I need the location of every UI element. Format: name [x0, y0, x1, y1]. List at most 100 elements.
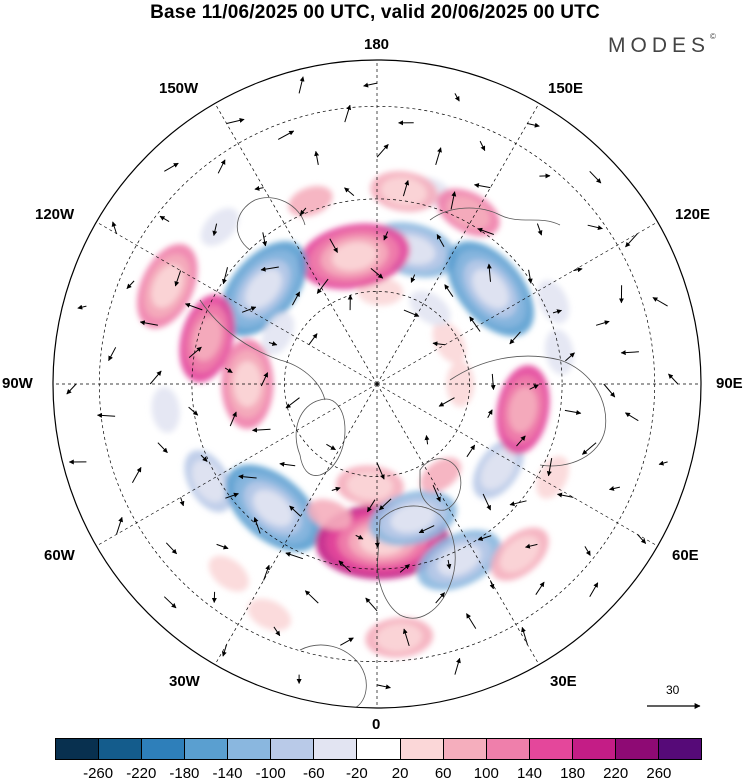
wind-arrow-104 — [383, 231, 389, 241]
wind-arrow-82 — [450, 191, 457, 210]
wind-arrow-71 — [304, 590, 319, 604]
wind-arrow-86 — [262, 232, 268, 247]
anomaly-contour-24-1 — [480, 448, 516, 490]
colorbar-tick-12: 220 — [603, 765, 629, 782]
colorbar-tick-5: -60 — [302, 765, 325, 782]
colorbar-cell-6 — [313, 739, 357, 759]
wind-arrow-72 — [399, 564, 410, 573]
wind-arrow-117 — [490, 373, 496, 391]
wind-arrow-105 — [329, 238, 338, 253]
colorbar-tick-2: -180 — [169, 765, 200, 782]
wind-arrow-40 — [126, 280, 135, 289]
wind-arrow-43 — [131, 466, 142, 484]
wind-arrow-52 — [557, 492, 574, 498]
wind-arrow-32 — [587, 224, 603, 231]
wind-arrow-42 — [97, 412, 116, 418]
lon-label-120w: 120W — [35, 206, 75, 223]
wind-arrow-116 — [487, 409, 493, 419]
brand-name: MODES — [608, 34, 711, 57]
colorbar-tick-6: -20 — [346, 765, 368, 782]
map-title: Base 11/06/2025 00 UTC, valid 20/06/2025… — [150, 2, 600, 23]
wind-arrow-98 — [482, 493, 491, 511]
colorbar-cell-12 — [571, 739, 615, 759]
wind-arrow-24 — [402, 628, 410, 647]
lon-label-150e: 150E — [548, 80, 584, 97]
colorbar-cell-9 — [442, 739, 486, 759]
colorbar-tick-1: -220 — [126, 765, 157, 782]
wind-arrow-127 — [279, 461, 296, 467]
europe-coast — [377, 505, 456, 619]
colorbar-tick-13: 260 — [646, 765, 672, 782]
colorbar-tick-0: -260 — [83, 765, 114, 782]
colorbar-cell-4 — [227, 739, 271, 759]
anomaly-contour-6-0 — [288, 185, 333, 217]
wind-arrow-36 — [344, 104, 352, 123]
wind-arrow-46 — [273, 626, 281, 637]
wind-arrow-97 — [418, 525, 435, 534]
wind-arrow-25 — [466, 613, 477, 629]
anomaly-contour-12-2 — [233, 361, 262, 407]
wind-vectors — [66, 76, 679, 690]
anomaly-contour-7-0 — [200, 207, 239, 246]
colorbar-cell-2 — [141, 739, 185, 759]
wind-arrow-137 — [285, 397, 300, 409]
wind-arrow-51 — [525, 543, 538, 549]
wind-arrow-126 — [252, 427, 271, 433]
meridian-line — [376, 383, 540, 665]
coastlines — [199, 197, 607, 708]
wind-arrow-93 — [253, 517, 261, 534]
wind-arrow-102 — [486, 263, 492, 282]
map-border — [52, 59, 702, 709]
brand-mark: © — [710, 32, 716, 41]
wind-arrow-2 — [521, 626, 528, 645]
wind-arrow-62 — [254, 185, 264, 191]
anomaly-contour-33-1 — [376, 623, 423, 652]
colorbar-cell-1 — [98, 739, 142, 759]
wind-arrow-50 — [489, 580, 495, 590]
wind-arrow-83 — [402, 180, 410, 197]
wind-arrow-66 — [149, 370, 162, 385]
meridian-line — [214, 103, 378, 385]
wind-arrow-70 — [263, 564, 270, 581]
meridian-line — [96, 383, 378, 547]
wind-arrow-132 — [438, 397, 455, 407]
wind-arrow-10 — [527, 122, 540, 128]
colorbar-tick-8: 60 — [434, 765, 452, 782]
anomaly-contour-30-3 — [472, 269, 509, 309]
colorbar-cell-7 — [356, 739, 400, 759]
anomaly-contour-31-0 — [432, 321, 466, 364]
wind-arrow-29 — [624, 412, 639, 422]
wind-arrow-89 — [188, 346, 202, 358]
wind-arrow-130 — [376, 462, 385, 480]
graticule — [53, 60, 701, 708]
wind-arrow-14 — [226, 117, 245, 124]
wind-arrow-125 — [260, 372, 269, 387]
wind-arrow-53 — [582, 442, 597, 455]
colorbar-tick-10: 140 — [516, 765, 543, 782]
wind-arrow-38 — [217, 159, 226, 174]
wind-arrow-118 — [469, 316, 481, 332]
colorbar — [55, 738, 702, 760]
lon-label-30w: 30W — [169, 673, 200, 690]
wind-arrow-69 — [216, 543, 229, 550]
wind-arrow-30 — [620, 350, 639, 356]
wind-arrow-122 — [316, 278, 329, 294]
colorbar-cell-13 — [614, 739, 658, 759]
anomaly-contour-25-0 — [536, 456, 570, 499]
lon-label-0: 0 — [372, 716, 381, 733]
wind-arrow-56 — [573, 267, 583, 273]
wind-arrow-79 — [552, 309, 562, 315]
wind-arrow-88 — [184, 302, 203, 311]
colorbar-cell-10 — [485, 739, 529, 759]
wind-arrow-111 — [289, 505, 301, 517]
wind-arrow-16 — [111, 221, 117, 234]
wind-arrow-129 — [366, 499, 376, 513]
wind-arrow-114 — [432, 485, 441, 503]
wind-arrow-81 — [477, 227, 494, 235]
africa-coast — [299, 644, 367, 708]
lon-label-150w: 150W — [159, 80, 199, 97]
anomaly-contour-34-0 — [307, 499, 352, 530]
wind-arrow-5 — [658, 460, 668, 466]
anomaly-contour-16-0 — [247, 598, 292, 631]
